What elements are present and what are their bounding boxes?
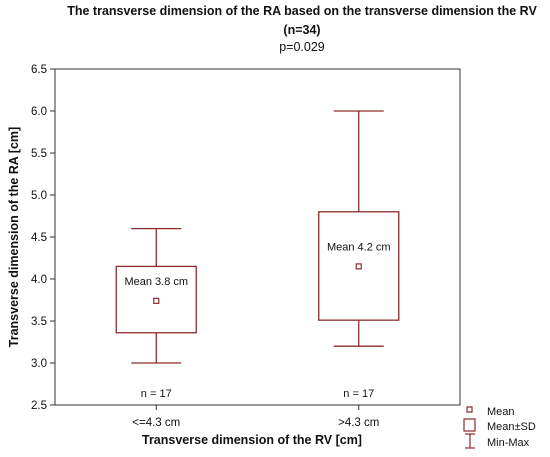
y-tick-label: 4.0 <box>31 274 47 286</box>
legend-label-mean: Mean <box>487 406 515 418</box>
chart-title: The transverse dimension of the RA based… <box>67 4 537 18</box>
legend-whisker <box>465 433 475 449</box>
mean-marker <box>355 263 362 270</box>
mean-label: Mean 4.2 cm <box>327 241 391 253</box>
n-label: n = 17 <box>343 388 374 400</box>
y-tick-label: 6.5 <box>31 64 47 76</box>
box-group: Mean 3.8 cm n = 17 <box>115 227 197 400</box>
legend-sd-box <box>463 418 476 432</box>
y-tick-label: 3.0 <box>31 358 47 370</box>
y-tick-label: 4.5 <box>31 232 47 244</box>
legend: Mean Mean±SD Min-Max <box>463 406 536 449</box>
y-tick-label: 5.5 <box>31 148 47 160</box>
legend-label-mean-sd: Mean±SD <box>487 421 536 433</box>
y-tick-label: 3.5 <box>31 316 47 328</box>
y-tick-label: 2.5 <box>31 400 47 412</box>
x-axis-label: Transverse dimension of the RV [cm] <box>142 433 362 447</box>
p-value: p=0.029 <box>279 40 325 54</box>
x-category-label: <=4.3 cm <box>132 417 180 429</box>
x-axis: <=4.3 cm >4.3 cm <box>132 405 379 429</box>
box-groups: Mean 3.8 cm n = 17 Mean 4.2 cm n = 17 <box>115 110 400 400</box>
mean-marker <box>153 297 160 304</box>
mean-label: Mean 3.8 cm <box>124 276 188 288</box>
n-label: n = 17 <box>141 388 172 400</box>
x-category-label: >4.3 cm <box>338 417 379 429</box>
box-group: Mean 4.2 cm n = 17 <box>318 110 400 400</box>
legend-label-min-max: Min-Max <box>487 437 530 449</box>
chart-subtitle: (n=34) <box>283 23 320 37</box>
y-tick-label: 5.0 <box>31 190 47 202</box>
y-axis-label: Transverse dimension of the RA [cm] <box>7 127 21 347</box>
legend-mean-marker <box>466 406 473 413</box>
y-axis: 2.5 3.0 3.5 4.0 4.5 5.0 5.5 6.0 6.5 <box>31 64 55 412</box>
y-tick-label: 6.0 <box>31 106 47 118</box>
